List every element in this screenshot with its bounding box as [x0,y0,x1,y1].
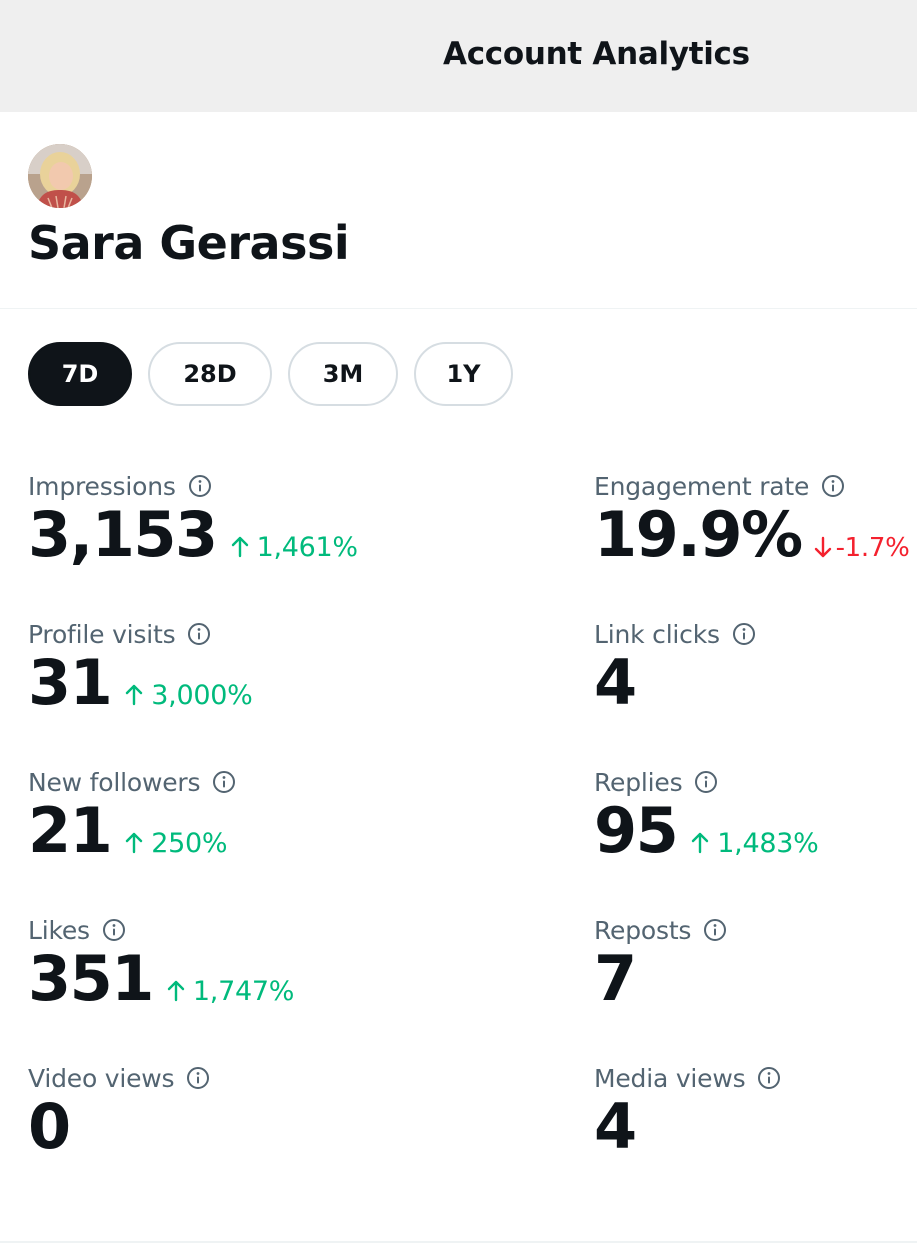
change-value: 250% [151,828,228,859]
metric-label: Engagement rate [594,471,810,501]
metric-label: Media views [594,1063,746,1093]
change-value: -1.7% [835,533,910,563]
metric-new-followers: New followers 21 250% [28,766,358,906]
metric-label: Replies [594,767,683,797]
metric-value: 31 [28,646,113,719]
metric-value: 19.9% [594,498,803,571]
metric-label: Reposts [594,915,692,945]
metric-change: 250% [125,828,228,859]
info-circle-icon[interactable] [186,1066,210,1090]
metric-video-views: Video views 0 [28,1062,358,1202]
page-title: Account Analytics [443,36,750,72]
metric-value: 4 [594,1090,637,1163]
range-28d-pill[interactable]: 28D [148,342,272,406]
top-bar: Account Analytics [0,0,917,112]
metric-value: 95 [594,794,679,867]
arrow-down-icon [814,536,831,558]
info-circle-icon[interactable] [732,622,756,646]
metric-change: 1,483% [691,828,819,859]
metric-link-clicks: Link clicks 4 [594,618,917,758]
display-name: Sara Gerassi [28,216,350,270]
metric-label: Impressions [28,471,176,501]
metric-value: 4 [594,646,637,719]
info-circle-icon[interactable] [757,1066,781,1090]
metric-value: 7 [594,942,637,1015]
info-circle-icon[interactable] [212,770,236,794]
metric-profile-visits: Profile visits 31 3,000% [28,618,358,758]
metric-change: -1.7% [814,533,910,563]
arrow-up-icon [691,832,709,854]
metric-label: Video views [28,1063,175,1093]
info-circle-icon[interactable] [188,474,212,498]
metric-change: 1,747% [167,976,294,1007]
info-circle-icon[interactable] [694,770,718,794]
metric-media-views: Media views 4 [594,1062,917,1202]
metric-label: New followers [28,767,201,797]
info-circle-icon[interactable] [187,622,211,646]
arrow-up-icon [231,536,249,558]
range-1y-pill[interactable]: 1Y [414,342,513,406]
metric-reposts: Reposts 7 [594,914,917,1054]
bottom-divider [0,1241,917,1243]
avatar[interactable] [28,144,92,208]
metric-value: 21 [28,794,113,867]
metric-label: Profile visits [28,619,176,649]
change-value: 1,747% [192,976,295,1007]
metric-change: 3,000% [125,680,253,711]
change-value: 1,483% [717,828,819,859]
metric-impressions: Impressions 3,153 1,461% [28,470,358,610]
arrow-up-icon [167,980,185,1002]
info-circle-icon[interactable] [703,918,727,942]
metric-value: 0 [28,1090,71,1163]
arrow-up-icon [125,684,143,706]
range-7d-pill[interactable]: 7D [28,342,132,406]
range-3m-pill[interactable]: 3M [288,342,398,406]
change-value: 3,000% [151,680,253,711]
metric-value: 351 [28,942,154,1015]
metric-value: 3,153 [28,498,218,571]
section-divider [0,308,917,309]
metric-engagement-rate: Engagement rate 19.9% -1.7% [594,470,917,610]
change-value: 1,461% [256,532,358,563]
info-circle-icon[interactable] [102,918,126,942]
metric-change: 1,461% [231,532,358,563]
metric-likes: Likes 351 1,747% [28,914,358,1054]
arrow-up-icon [125,832,143,854]
metric-replies: Replies 95 1,483% [594,766,917,906]
metric-label: Link clicks [594,619,720,649]
avatar-photo [28,144,92,208]
metric-label: Likes [28,915,90,945]
info-circle-icon[interactable] [821,474,845,498]
